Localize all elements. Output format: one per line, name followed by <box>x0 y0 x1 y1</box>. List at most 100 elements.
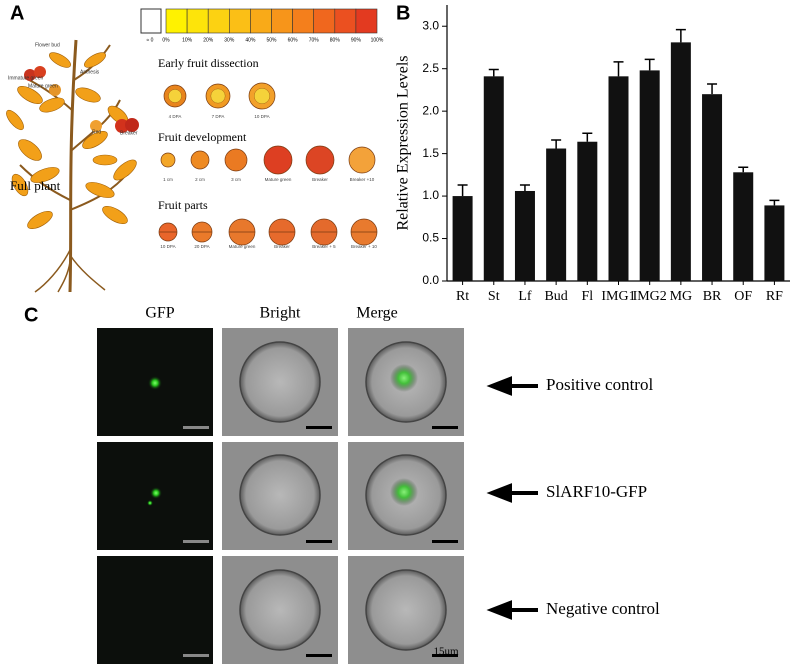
fruit-label: Breaker <box>312 177 328 182</box>
scale-box <box>292 8 315 34</box>
column-header: GFP <box>145 305 174 322</box>
plant-label: Red <box>92 129 101 135</box>
gfp-signal <box>148 376 162 390</box>
scale-bar <box>432 540 458 543</box>
plant-label: Breaker <box>120 130 138 136</box>
fruit-inner <box>210 88 226 104</box>
scale-bar <box>306 654 332 657</box>
scale-box <box>186 8 209 34</box>
scale-box <box>207 8 230 34</box>
scale-label: 30% <box>224 37 235 43</box>
fruit-label: Mature green <box>229 244 256 249</box>
fruit <box>348 146 376 174</box>
fruit <box>305 145 335 175</box>
error-bar <box>769 199 780 206</box>
bar <box>733 172 754 281</box>
cell <box>239 454 321 536</box>
scale-bar <box>432 654 458 657</box>
panel-label: C <box>24 304 38 326</box>
fruit-label: 7 DPA <box>212 114 225 119</box>
fruit <box>263 145 293 175</box>
arrow <box>486 600 538 620</box>
fruit <box>190 150 210 170</box>
panel-label: B <box>396 2 410 24</box>
arrow <box>486 483 538 503</box>
scale-label: 70% <box>309 37 320 43</box>
x-tick-label: IMG2 <box>633 289 667 304</box>
scale-label: 90% <box>351 37 362 43</box>
row-label: SlARF10-GFP <box>546 482 647 501</box>
arrow <box>486 376 538 396</box>
fruit-label: 20 DPA <box>194 244 209 249</box>
bar <box>452 196 473 281</box>
x-tick-label: Bud <box>544 289 567 304</box>
error-bar <box>613 61 624 77</box>
row-label: Negative control <box>546 599 660 618</box>
section-title: Fruit development <box>158 130 247 144</box>
plant-label: Anthesis <box>80 69 100 75</box>
scale-box <box>313 8 336 34</box>
scale-box <box>355 8 378 34</box>
fruit-label: 4 DPA <box>169 114 182 119</box>
error-bar <box>519 184 530 191</box>
x-tick-label: Fl <box>581 289 593 304</box>
scale-bar <box>183 654 209 657</box>
error-bar <box>551 139 562 149</box>
column-header: Bright <box>260 305 301 322</box>
gfp-signal <box>390 478 418 506</box>
section-title: Fruit parts <box>158 198 208 212</box>
scale-box <box>165 8 188 34</box>
scale-bar <box>306 540 332 543</box>
y-tick-label: 1.5 <box>422 146 439 160</box>
panel-label: A <box>10 2 24 24</box>
scale-label: 50% <box>266 37 277 43</box>
error-bar <box>707 83 718 95</box>
fruit-label: 1 cm <box>163 177 173 182</box>
bar <box>546 148 567 281</box>
y-tick-label: 3.0 <box>422 18 439 32</box>
plant-label: Mature green <box>28 83 58 89</box>
scale-label: 0% <box>162 37 170 43</box>
scale-label: 100% <box>371 37 384 43</box>
y-tick-label: 0.5 <box>422 231 439 245</box>
plant-fruits <box>24 66 139 133</box>
y-tick-label: 1.0 <box>422 188 439 202</box>
error-bar <box>488 68 499 77</box>
scale-bar <box>183 426 209 429</box>
error-bar <box>457 184 468 197</box>
bar <box>514 190 535 281</box>
fruit-label: 3 cm <box>231 177 241 182</box>
fruit <box>224 148 248 172</box>
fruit-inner <box>253 87 271 105</box>
bar <box>577 141 598 281</box>
gfp-signal <box>390 364 418 392</box>
scale-label: 40% <box>245 37 256 43</box>
bar <box>670 42 691 282</box>
cell <box>365 569 447 651</box>
x-tick-label: BR <box>703 289 722 304</box>
y-tick-label: 2.0 <box>422 103 439 117</box>
scale-label: 10% <box>182 37 193 43</box>
fruit-label: Breaker + 5 <box>312 244 336 249</box>
bar <box>483 76 504 281</box>
scale-box <box>229 8 251 34</box>
cell <box>239 569 321 651</box>
plant-label: Flower bud <box>35 42 60 48</box>
plant-caption: Full plant <box>10 178 61 193</box>
gfp-signal <box>147 500 153 506</box>
plant-label: Immature green <box>8 75 44 81</box>
bar <box>639 70 660 281</box>
scale-label: 60% <box>288 37 299 43</box>
bar <box>608 76 629 281</box>
y-tick-label: 0.0 <box>422 273 439 287</box>
x-tick-label: Lf <box>518 289 532 304</box>
micrograph <box>97 556 213 664</box>
scale-label: ≈ 0 <box>147 37 154 43</box>
x-tick-label: MG <box>670 289 693 304</box>
fruit-label: 10 DPA <box>160 244 175 249</box>
x-tick-label: St <box>488 289 500 304</box>
fruit-label: 2 cm <box>195 177 205 182</box>
y-tick-label: 2.5 <box>422 61 439 75</box>
fruit-label: Mature green <box>265 177 292 182</box>
fruit <box>160 152 176 168</box>
